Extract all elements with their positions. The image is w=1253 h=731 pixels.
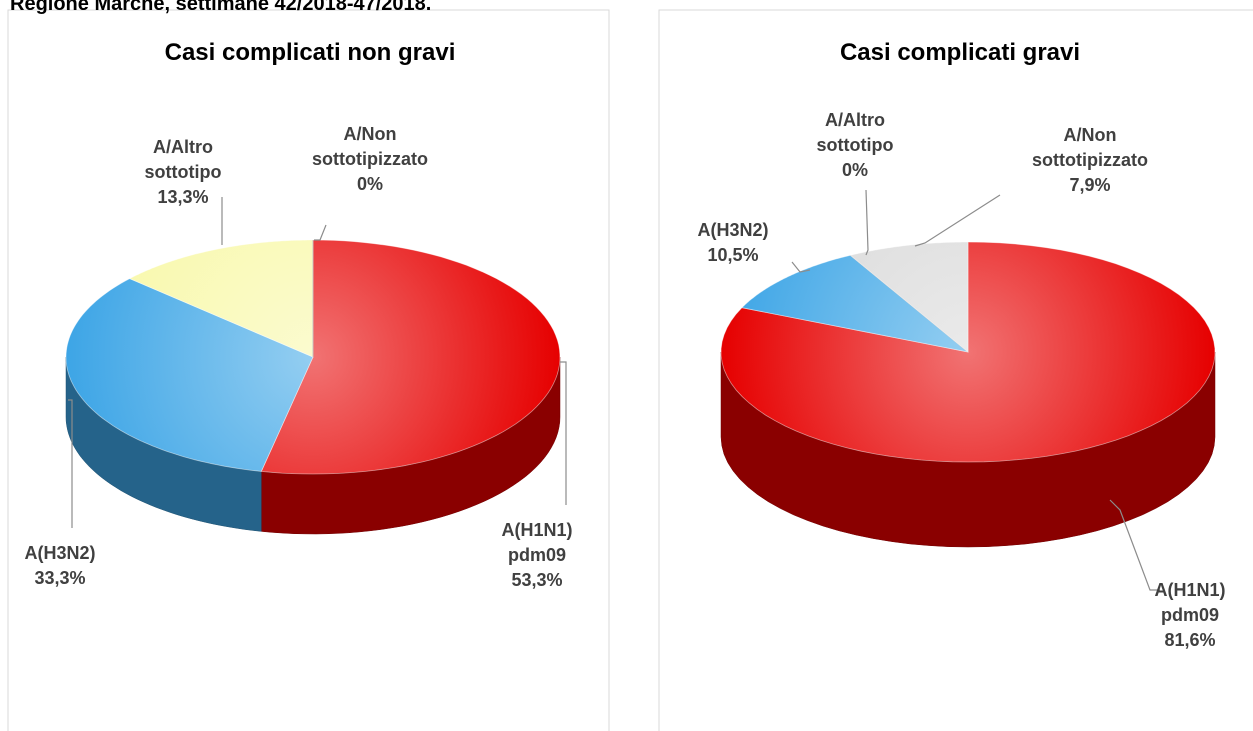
leader-line [865, 189, 869, 256]
leader-line [791, 261, 811, 273]
category-label: A/Non sottotipizzato [1032, 125, 1148, 170]
value-label: 53,3% [511, 570, 562, 590]
value-label: 33,3% [34, 568, 85, 588]
header-title: Regione Marche, settimane 42/2018-47/201… [10, 0, 431, 15]
value-label: 0% [357, 174, 383, 194]
category-label: A(H3N2) [24, 543, 95, 563]
chart-title: Casi complicati non gravi [165, 39, 456, 66]
category-label: A(H3N2) [697, 220, 768, 240]
category-label: A/Non sottotipizzato [312, 124, 428, 169]
slice [65, 278, 314, 472]
value-label: 13,3% [157, 187, 208, 207]
value-label: 7,9% [1069, 175, 1110, 195]
chart-title: Casi complicati gravi [840, 39, 1080, 66]
leader-line [68, 399, 73, 528]
leader-line [560, 361, 567, 505]
leader-line [1109, 499, 1160, 591]
slice [128, 239, 314, 358]
leader-line [314, 224, 327, 241]
category-label: A/Altro sottotipo [145, 137, 222, 182]
value-label: 0% [842, 160, 868, 180]
slice [741, 254, 969, 353]
category-label: A/Altro sottotipo [817, 110, 894, 155]
value-label: 10,5% [707, 245, 758, 265]
slice [260, 239, 561, 475]
category-label: A(H1N1) pdm09 [501, 520, 572, 565]
leader-line [914, 194, 1001, 247]
value-label: 81,6% [1164, 630, 1215, 650]
category-label: A(H1N1) pdm09 [1154, 580, 1225, 625]
